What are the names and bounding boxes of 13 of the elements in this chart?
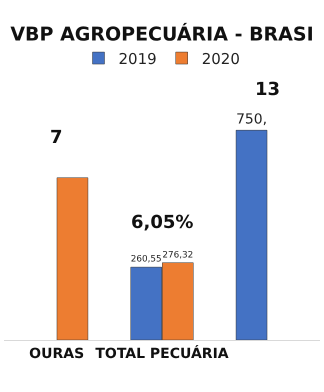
data-label: 276,32 bbox=[162, 250, 194, 260]
text: 13 bbox=[255, 79, 280, 100]
x-tick-label: TOTAL PECUÁRIA bbox=[95, 344, 229, 362]
annotation: 7 bbox=[50, 127, 63, 148]
bar bbox=[56, 177, 88, 340]
legend-label: 2019 bbox=[118, 50, 157, 68]
legend-label: 2020 bbox=[202, 50, 240, 68]
chart-title: VBP AGROPECUÁRIA - BRASI bbox=[10, 22, 314, 46]
data-label: 260,55 bbox=[130, 254, 162, 265]
x-tick-label: OURAS bbox=[29, 346, 84, 362]
data-label: 750, bbox=[236, 111, 268, 128]
bar bbox=[236, 130, 268, 340]
annotation: 6,05% bbox=[131, 212, 194, 233]
